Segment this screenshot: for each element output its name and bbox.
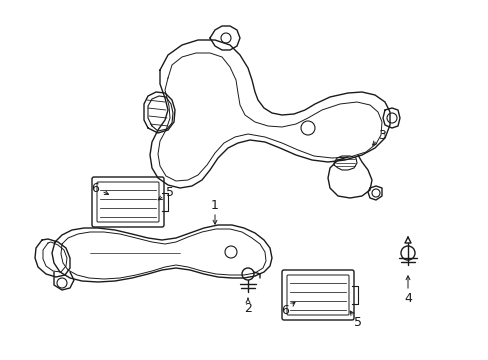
Text: 2: 2	[244, 302, 251, 315]
Text: 3: 3	[377, 129, 385, 141]
Text: 5: 5	[353, 315, 361, 328]
FancyBboxPatch shape	[282, 270, 353, 320]
Text: 6: 6	[91, 181, 99, 194]
Text: 1: 1	[211, 198, 219, 212]
FancyBboxPatch shape	[92, 177, 163, 227]
Text: 5: 5	[165, 185, 174, 198]
Text: 4: 4	[403, 292, 411, 305]
Text: 6: 6	[281, 303, 288, 316]
